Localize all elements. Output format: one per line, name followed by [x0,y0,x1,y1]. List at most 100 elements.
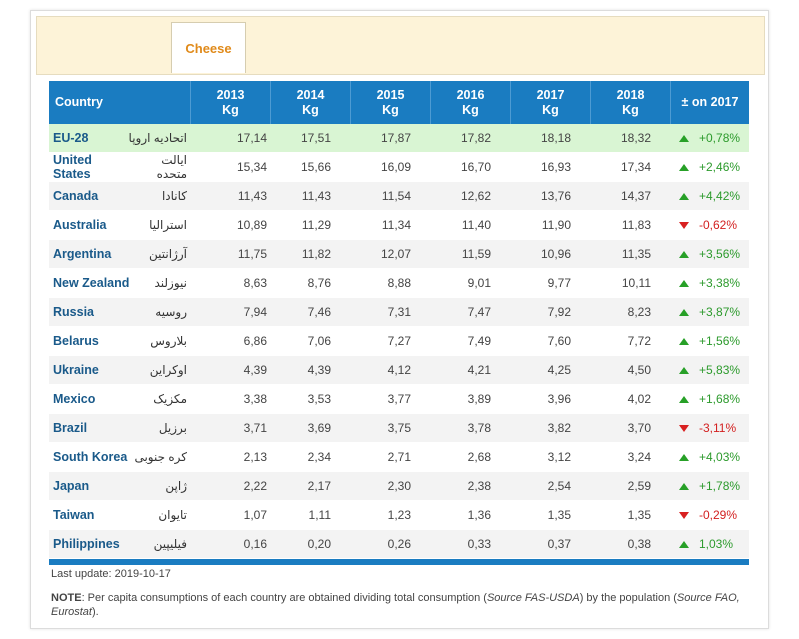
header-2017[interactable]: 2017 Kg [511,81,591,124]
country-cell: South Korea کره جنوبی [49,443,191,472]
triangle-up-icon [679,483,689,491]
tab-cheese[interactable]: Cheese [171,22,246,73]
value-cell-2017: 7,92 [511,298,591,327]
country-cell: Russia روسیه [49,298,191,327]
value-cell-2015: 7,31 [351,298,431,327]
country-name-fa: مکزیک [153,392,187,406]
value-cell-2017: 9,77 [511,269,591,298]
country-name-en: EU-28 [53,131,89,145]
value-cell-2016: 4,21 [431,356,511,385]
country-name-en: Ukraine [53,363,99,377]
country-name-fa: استرالیا [149,218,187,232]
value-cell-2013: 8,63 [191,269,271,298]
value-cell-2013: 2,22 [191,472,271,501]
note-text: NOTE: Per capita consumptions of each co… [51,592,740,618]
table-header-row: Country 2013 Kg 2014 Kg 2015 Kg 2016 Kg 2017… [49,81,749,124]
value-cell-2013: 4,39 [191,356,271,385]
value-cell-2013: 0,16 [191,530,271,559]
change-value: +1,78% [699,479,741,493]
value-cell-2015: 4,12 [351,356,431,385]
country-name-fa: بلاروس [150,334,187,348]
country-name-en: Australia [53,218,107,232]
value-cell-2013: 11,43 [191,182,271,211]
value-cell-2013: 17,14 [191,124,271,153]
value-cell-2016: 9,01 [431,269,511,298]
country-cell: EU-28 اتحادیه اروپا [49,124,191,153]
country-cell: United States ایالت متحده [49,153,191,182]
country-name-fa: اتحادیه اروپا [128,131,187,145]
tab-bar: Cheese [36,16,765,75]
change-value: +4,03% [699,450,741,464]
value-cell-2016: 3,89 [431,385,511,414]
country-cell: Taiwan تایوان [49,501,191,530]
value-cell-2013: 3,38 [191,385,271,414]
table-row: EU-28 اتحادیه اروپا 17,14 17,51 17,87 17,82 18… [49,124,749,153]
value-cell-2018: 11,83 [591,211,671,240]
change-value: +3,87% [699,305,741,319]
value-cell-2014: 11,29 [271,211,351,240]
header-2015[interactable]: 2015 Kg [351,81,431,124]
value-cell-2014: 0,20 [271,530,351,559]
country-name-en: South Korea [53,450,128,464]
table-row: Australia استرالیا 10,89 11,29 11,34 11,40 11,… [49,211,749,240]
value-cell-2017: 7,60 [511,327,591,356]
value-cell-2015: 7,27 [351,327,431,356]
table-row: Argentina آرژانتین 11,75 11,82 12,07 11,59 10,… [49,240,749,269]
value-cell-2016: 7,49 [431,327,511,356]
change-cell: +1,68% [671,385,749,414]
value-cell-2015: 12,07 [351,240,431,269]
table-row: United States ایالت متحده 15,34 15,66 16,09 1… [49,153,749,182]
country-name-fa: نیوزلند [154,276,187,290]
value-cell-2014: 2,34 [271,443,351,472]
triangle-up-icon [679,541,689,549]
triangle-down-icon [679,512,689,520]
value-cell-2018: 18,32 [591,124,671,153]
triangle-up-icon [679,338,689,346]
value-cell-2014: 3,53 [271,385,351,414]
value-cell-2015: 8,88 [351,269,431,298]
table-row: New Zealand نیوزلند 8,63 8,76 8,88 9,01 9,77 10… [49,269,749,298]
triangle-up-icon [679,135,689,143]
country-name-fa: تایوان [158,508,187,522]
header-change[interactable]: ± on 2017 [671,81,749,124]
header-2014[interactable]: 2014 Kg [271,81,351,124]
value-cell-2015: 3,75 [351,414,431,443]
change-value: -0,62% [699,218,738,232]
value-cell-2014: 3,69 [271,414,351,443]
consumption-table-wrapper: Country 2013 Kg 2014 Kg 2015 Kg 2016 Kg 2017… [49,81,749,565]
value-cell-2017: 0,37 [511,530,591,559]
country-name-fa: آرژانتین [149,247,187,261]
value-cell-2014: 2,17 [271,472,351,501]
change-cell: 1,03% [671,530,749,559]
value-cell-2013: 2,13 [191,443,271,472]
value-cell-2017: 3,12 [511,443,591,472]
header-country[interactable]: Country [49,81,191,124]
value-cell-2017: 3,82 [511,414,591,443]
country-name-fa: کره جنوبی [134,450,187,464]
value-cell-2015: 11,34 [351,211,431,240]
triangle-down-icon [679,222,689,230]
change-value: +0,78% [699,131,741,145]
change-value: +5,83% [699,363,741,377]
country-cell: Japan ژاپن [49,472,191,501]
header-2013[interactable]: 2013 Kg [191,81,271,124]
triangle-up-icon [679,396,689,404]
value-cell-2013: 7,94 [191,298,271,327]
value-cell-2017: 11,90 [511,211,591,240]
change-cell: +5,83% [671,356,749,385]
note-label: NOTE [51,592,82,604]
value-cell-2018: 3,24 [591,443,671,472]
value-cell-2016: 1,36 [431,501,511,530]
table-row: Brazil برزیل 3,71 3,69 3,75 3,78 3,82 3,70 -3,11… [49,414,749,443]
header-2018[interactable]: 2018 Kg [591,81,671,124]
content-card: Cheese Country 2013 Kg 2014 Kg 2015 Kg 2016… [30,10,769,629]
value-cell-2018: 1,35 [591,501,671,530]
change-cell: +3,87% [671,298,749,327]
country-cell: New Zealand نیوزلند [49,269,191,298]
header-2016[interactable]: 2016 Kg [431,81,511,124]
country-name-fa: روسیه [155,305,187,319]
change-cell: -0,29% [671,501,749,530]
value-cell-2015: 2,71 [351,443,431,472]
country-name-fa: کانادا [161,189,187,203]
change-value: +3,38% [699,276,741,290]
